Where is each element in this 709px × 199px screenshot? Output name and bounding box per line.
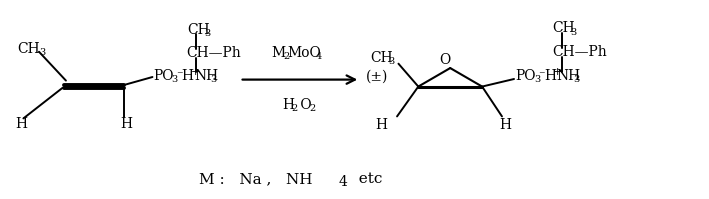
Text: H: H [282,99,294,112]
Text: MoO: MoO [288,46,322,60]
Text: CH: CH [370,51,393,65]
Text: H: H [182,69,194,83]
Text: H: H [16,117,28,131]
Text: 3: 3 [534,75,540,84]
Text: 3: 3 [204,29,211,38]
Text: 4: 4 [316,52,323,61]
Text: PO: PO [153,69,174,83]
Text: +: + [191,67,200,77]
Text: CH: CH [187,23,210,37]
Text: NH: NH [194,69,218,83]
Text: 3: 3 [39,48,45,57]
Text: M :   Na ,   NH: M : Na , NH [199,172,312,186]
Text: CH: CH [552,21,575,35]
Text: etc: etc [349,172,382,186]
Text: NH: NH [557,69,581,83]
Text: CH: CH [18,42,40,56]
Text: H: H [499,118,511,132]
Text: CH—Ph: CH—Ph [186,46,241,60]
Text: 2: 2 [291,104,298,113]
Text: M: M [272,46,286,60]
Text: +: + [553,67,562,77]
Text: O: O [296,99,311,112]
Text: H: H [121,117,133,131]
Text: PO: PO [515,69,536,83]
Text: 3: 3 [573,75,579,84]
Text: 3: 3 [389,57,395,66]
Text: 2: 2 [309,104,316,113]
Text: H: H [544,69,556,83]
Text: H: H [376,118,388,132]
Text: 4: 4 [339,175,348,189]
Text: 3: 3 [211,75,217,84]
Text: O: O [439,53,450,67]
Text: 2: 2 [283,52,289,61]
Text: (±): (±) [366,69,389,83]
Text: ⁻: ⁻ [538,70,545,83]
Text: 3: 3 [172,75,178,84]
Text: CH—Ph: CH—Ph [552,45,607,59]
Text: 3: 3 [570,27,576,37]
Text: ⁻: ⁻ [176,70,182,83]
